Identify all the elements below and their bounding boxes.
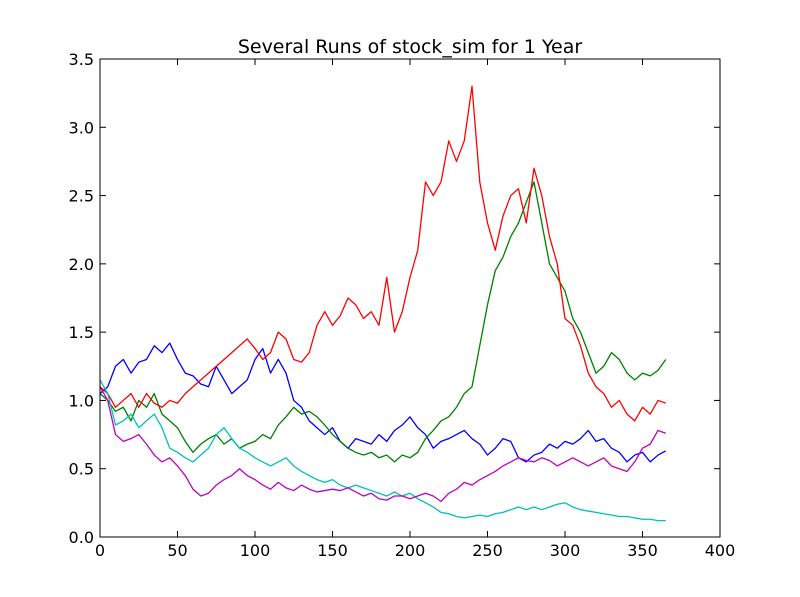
plot-area: 0 50 100 150 200 250 300 350 400 0.0 0.5 1.0 1.5 2.0 2… [69,50,736,560]
y-tick-label: 0.0 [69,528,94,547]
series-line-run-3 [99,85,666,422]
y-tick-label: 0.5 [69,460,94,479]
y-tick-label: 3.0 [69,118,94,137]
series-line-run-4 [99,379,666,522]
chart-title: Several Runs of stock_sim for 1 Year [238,36,583,58]
x-tick-label: 100 [240,541,271,560]
x-tick-label: 250 [472,541,503,560]
y-tick-label: 1.0 [69,391,94,410]
y-tick-label: 1.5 [69,323,94,342]
series-line-run-2 [99,181,667,463]
x-tick-label: 150 [317,541,348,560]
x-tick-label: 400 [705,541,736,560]
x-tick-label: 350 [627,541,658,560]
y-tick-label: 2.0 [69,255,94,274]
x-tick-label: 50 [167,541,187,560]
series-line-run-5 [99,386,666,503]
x-tick-label: 300 [550,541,581,560]
y-tick-label: 2.5 [69,187,94,206]
x-tick-label: 0 [95,541,105,560]
series-line-run-1 [99,342,667,463]
y-tick-label: 3.5 [69,50,94,69]
x-tick-label: 200 [395,541,426,560]
